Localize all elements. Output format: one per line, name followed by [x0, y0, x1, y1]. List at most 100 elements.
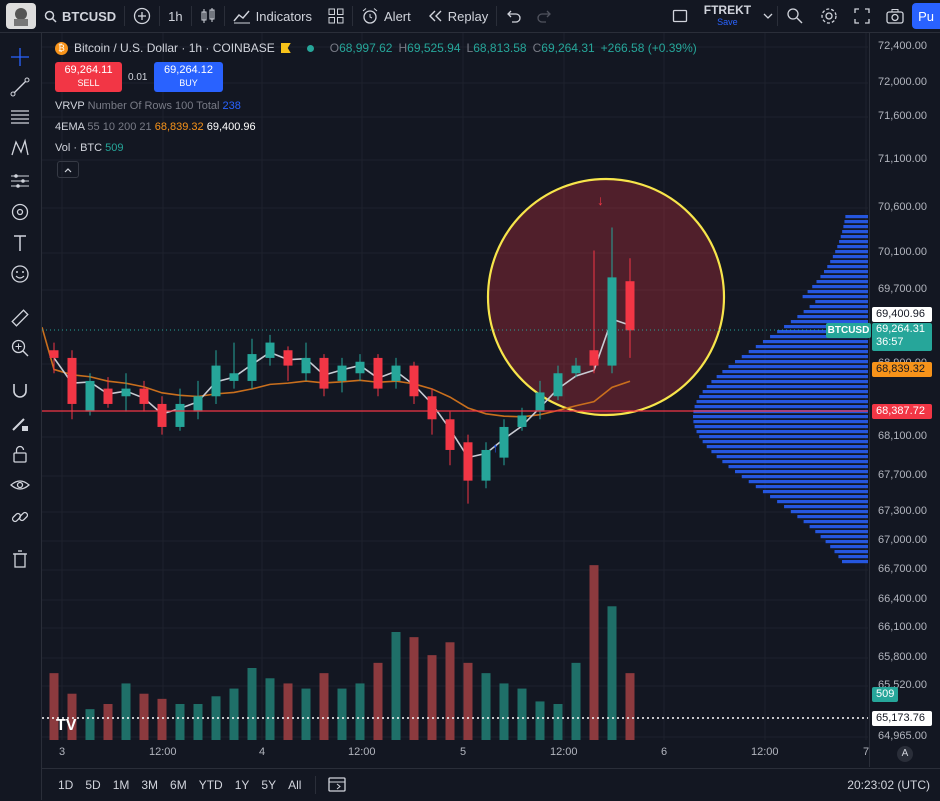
avatar[interactable]: [6, 3, 36, 29]
fullscreen-button[interactable]: [846, 0, 878, 32]
forecast-icon[interactable]: [8, 169, 32, 193]
candle-body[interactable]: [481, 449, 491, 481]
timeframe-5y[interactable]: 5Y: [261, 778, 277, 792]
redo-button[interactable]: [529, 0, 561, 32]
interval-button[interactable]: 1h: [168, 8, 183, 24]
candle-body[interactable]: [589, 350, 599, 366]
candle-body[interactable]: [229, 373, 239, 381]
snapshot-button[interactable]: [878, 0, 912, 32]
buy-button[interactable]: 69,264.12 BUY: [154, 62, 223, 92]
ruler-icon[interactable]: [8, 306, 32, 330]
candle-body[interactable]: [499, 426, 509, 458]
candle-body[interactable]: [103, 388, 113, 404]
candle-body[interactable]: [607, 277, 617, 366]
candle-body[interactable]: [67, 357, 77, 404]
candle-body[interactable]: [49, 350, 59, 358]
volume-profile-bar: [790, 510, 868, 514]
candle-body[interactable]: [571, 365, 581, 374]
candle-body[interactable]: [517, 415, 527, 427]
trend-line-icon[interactable]: [8, 75, 32, 99]
templates-button[interactable]: [320, 0, 352, 32]
layout-dropdown[interactable]: [759, 0, 777, 32]
layout-name-button[interactable]: FTREKT Save: [696, 0, 759, 32]
candle-body[interactable]: [175, 403, 185, 427]
candle-body[interactable]: [283, 350, 293, 366]
emoji-icon[interactable]: [8, 262, 32, 286]
timeframe-1y[interactable]: 1Y: [234, 778, 250, 792]
date-range-button[interactable]: [324, 776, 350, 795]
vol-legend[interactable]: Vol · BTC 509: [55, 142, 124, 154]
symbol-search[interactable]: BTCUSD: [36, 0, 124, 32]
volume-bar: [589, 565, 599, 740]
sell-button[interactable]: 69,264.11 SELL: [55, 62, 122, 92]
candle-body[interactable]: [193, 396, 203, 412]
crosshair-icon[interactable]: [8, 45, 32, 69]
timeframe-ytd[interactable]: YTD: [198, 778, 223, 792]
candle-body[interactable]: [409, 365, 419, 397]
compare-button[interactable]: [125, 0, 159, 32]
quick-search-button[interactable]: [778, 0, 812, 32]
candle-body[interactable]: [427, 396, 437, 420]
undo-icon: [507, 10, 521, 23]
collapse-legend-button[interactable]: [57, 161, 79, 178]
pattern-icon[interactable]: [8, 136, 32, 160]
layout-toggle-button[interactable]: [664, 0, 696, 32]
volume-profile-bar: [702, 440, 868, 444]
candle-body[interactable]: [139, 388, 149, 404]
timeframe-1m[interactable]: 1M: [112, 778, 130, 792]
link-icon[interactable]: [8, 505, 32, 529]
volume-profile-bar: [770, 335, 868, 339]
candle-body[interactable]: [463, 442, 473, 481]
timeframe-all[interactable]: All: [288, 778, 302, 792]
clock[interactable]: 20:23:02 (UTC): [847, 778, 930, 792]
undo-button[interactable]: [497, 0, 529, 32]
candle-body[interactable]: [355, 361, 365, 374]
candle-body[interactable]: [625, 281, 635, 331]
price-chart[interactable]: ↓ ↑ TV: [42, 33, 940, 767]
candle-body[interactable]: [553, 373, 563, 397]
candle-body[interactable]: [373, 357, 383, 389]
candle-body[interactable]: [211, 365, 221, 397]
settings-button[interactable]: [812, 0, 846, 32]
legend-title[interactable]: Bitcoin / U.S. Dollar · 1h · COINBASE: [74, 41, 275, 55]
candle-body[interactable]: [319, 357, 329, 389]
text-icon[interactable]: [8, 231, 32, 255]
pencil-lock-icon[interactable]: [8, 411, 32, 435]
volume-profile-bar: [827, 265, 868, 269]
publish-button[interactable]: Pu: [912, 3, 940, 29]
candle-body[interactable]: [265, 342, 275, 358]
highlight-circle[interactable]: [486, 177, 726, 417]
chart-type-button[interactable]: [192, 0, 224, 32]
eye-icon[interactable]: [8, 473, 32, 497]
price-axis[interactable]: [869, 33, 940, 767]
lock-icon[interactable]: [8, 442, 32, 466]
buy-arrow-icon: ↑: [492, 440, 499, 455]
trash-icon[interactable]: [8, 547, 32, 571]
alert-button[interactable]: Alert: [353, 0, 419, 32]
horizontal-lines-icon[interactable]: [8, 105, 32, 129]
candle-body[interactable]: [337, 365, 347, 381]
candle-body[interactable]: [121, 388, 131, 397]
timeframe-1d[interactable]: 1D: [58, 778, 74, 792]
timeframe-3m[interactable]: 3M: [141, 778, 159, 792]
vrvp-legend[interactable]: VRVP Number Of Rows 100 Total 238: [55, 100, 241, 112]
auto-scale-button[interactable]: A: [897, 746, 913, 762]
candle-body[interactable]: [445, 419, 455, 450]
brush-icon[interactable]: [8, 200, 32, 224]
candle-body[interactable]: [301, 357, 311, 374]
magnet-icon[interactable]: [8, 378, 32, 402]
candle-body[interactable]: [535, 392, 545, 412]
price-axis-label: 72,400.00: [878, 40, 927, 52]
timeframe-6m[interactable]: 6M: [170, 778, 187, 792]
indicators-button[interactable]: Indicators: [225, 0, 320, 32]
replay-button[interactable]: Replay: [419, 0, 496, 32]
candle-body[interactable]: [247, 354, 257, 381]
search-settings-icon: [787, 8, 803, 24]
candle-body[interactable]: [157, 403, 167, 427]
ema-legend[interactable]: 4EMA 55 10 200 21 68,839.32 69,400.96: [55, 121, 256, 133]
candle-body[interactable]: [85, 380, 95, 412]
candle-body[interactable]: [391, 365, 401, 381]
zoom-in-icon[interactable]: [8, 336, 32, 360]
timeframe-5d[interactable]: 5D: [85, 778, 101, 792]
volume-profile-bar: [842, 560, 868, 564]
